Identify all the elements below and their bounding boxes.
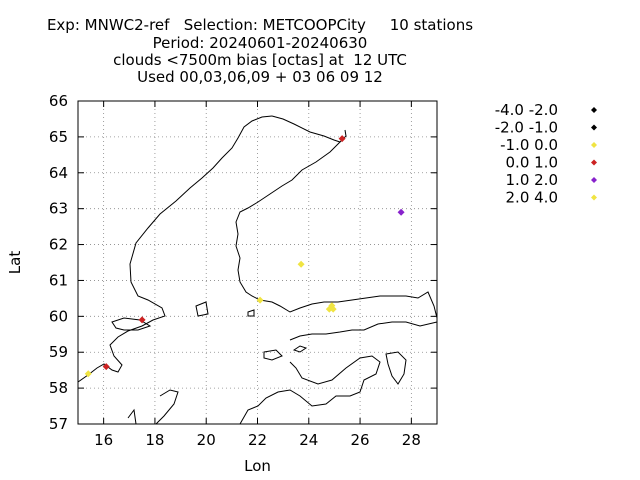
legend-marker xyxy=(591,177,597,183)
x-axis-label: Lon xyxy=(244,457,271,475)
y-tick-label: 63 xyxy=(49,200,68,218)
x-tick-label: 24 xyxy=(299,431,318,449)
legend: -4.0 -2.0-2.0 -1.0-1.0 0.00.0 1.01.0 2.0… xyxy=(495,101,597,207)
x-tick-label: 20 xyxy=(197,431,216,449)
y-tick-label: 58 xyxy=(49,379,68,397)
data-point xyxy=(256,296,264,304)
chart-title-line-2: Period: 20240601-20240630 xyxy=(152,34,368,52)
y-tick-label: 62 xyxy=(49,236,68,254)
chart-title-line-3: clouds <7500m bias [octas] at 12 UTC xyxy=(113,51,407,69)
legend-label: 1.0 2.0 xyxy=(506,171,558,189)
y-axis-label: Lat xyxy=(6,251,24,275)
x-tick-label: 26 xyxy=(351,431,370,449)
data-point xyxy=(397,208,405,216)
chart-title-line-1: Exp: MNWC2-ref Selection: METCOOPCity 10… xyxy=(46,16,474,34)
y-tick-label: 61 xyxy=(49,271,68,289)
data-point xyxy=(138,316,146,324)
data-point xyxy=(297,260,305,268)
y-tick-label: 65 xyxy=(49,128,68,146)
legend-label: 2.0 4.0 xyxy=(506,189,558,207)
axis-ticks xyxy=(78,100,437,425)
legend-marker xyxy=(591,194,597,201)
x-tick-label: 22 xyxy=(248,431,267,449)
legend-label: -2.0 -1.0 xyxy=(495,119,558,137)
x-tick-label: 16 xyxy=(94,431,113,449)
data-point xyxy=(338,135,346,143)
legend-marker xyxy=(591,107,597,113)
y-tick-label: 59 xyxy=(49,343,68,361)
x-tick-label: 18 xyxy=(145,431,164,449)
legend-label: 0.0 1.0 xyxy=(506,154,558,172)
data-point xyxy=(84,370,92,378)
data-point xyxy=(102,363,110,371)
legend-marker xyxy=(591,159,597,166)
y-tick-label: 60 xyxy=(49,307,68,325)
legend-label: -4.0 -2.0 xyxy=(495,101,558,119)
coastline-map xyxy=(77,115,438,425)
data-points xyxy=(84,135,405,378)
grid-lines xyxy=(78,101,437,424)
x-tick-label: 28 xyxy=(402,431,421,449)
data-point xyxy=(329,305,337,313)
axis-tick-labels: 16 18 20 22 24 26 28 57 58 59 60 61 62 63 64 65 66 xyxy=(49,92,421,449)
y-tick-label: 64 xyxy=(49,164,68,182)
legend-label: -1.0 0.0 xyxy=(500,136,558,154)
legend-marker xyxy=(591,124,597,131)
chart-title-line-4: Used 00,03,06,09 + 03 06 09 12 xyxy=(137,68,383,86)
y-tick-label: 66 xyxy=(49,92,68,110)
y-tick-label: 57 xyxy=(49,415,68,433)
legend-marker xyxy=(591,142,597,148)
